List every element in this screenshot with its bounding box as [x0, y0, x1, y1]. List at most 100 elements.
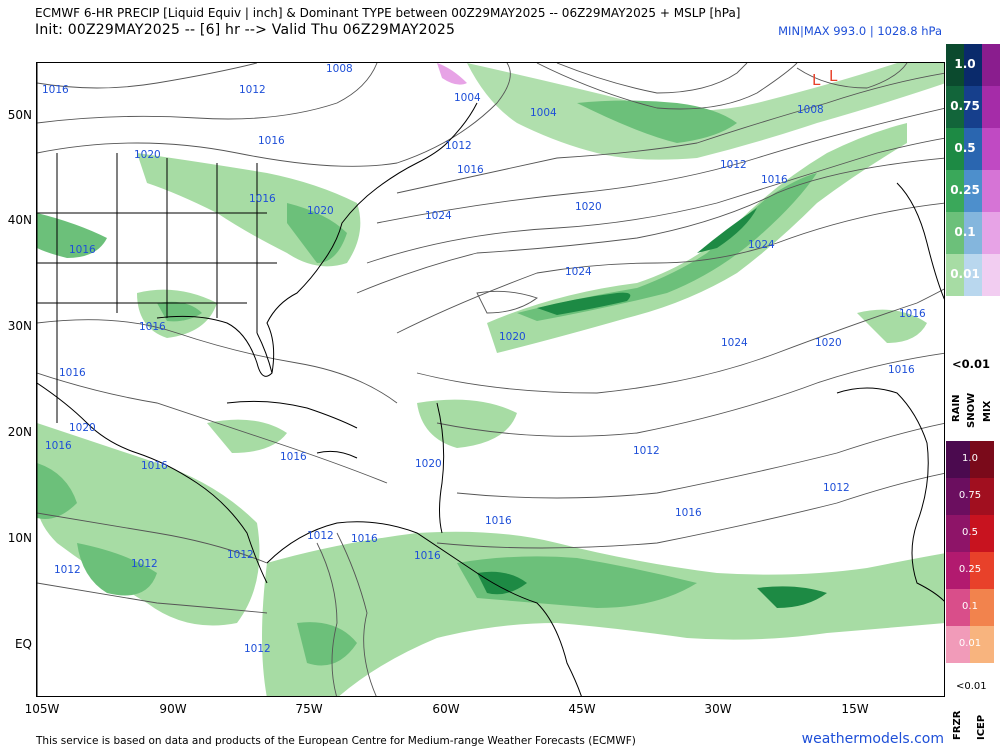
legend-swatch-rain [946, 86, 964, 128]
contour-label: 1004 [530, 107, 557, 119]
contour-label: 1016 [675, 507, 702, 519]
contour-label: 1016 [45, 440, 72, 452]
contour-label: 1016 [139, 321, 166, 333]
legend-value-label-2: 0.5 [962, 527, 978, 538]
chart-subtitle: Init: 00Z29MAY2025 -- [6] hr --> Valid T… [35, 22, 456, 38]
legend-swatch-frzr [946, 478, 970, 515]
legend-swatch-icep [970, 478, 994, 515]
contour-label: 1020 [575, 201, 602, 213]
low-marker: L [829, 67, 838, 85]
contour-label: 1016 [249, 193, 276, 205]
legend-swatch-row-2 [946, 441, 994, 478]
legend-swatch-mix [982, 254, 1000, 296]
legend-swatch-mix [982, 86, 1000, 128]
legend-swatch-row [946, 44, 1000, 86]
isobar-layer [37, 63, 944, 696]
legend-swatch-rain [946, 128, 964, 170]
lon-label: 105W [24, 702, 60, 716]
brand-link[interactable]: weathermodels.com [801, 731, 944, 747]
legend-value-label-2: 1.0 [962, 453, 978, 464]
legend-swatch-row [946, 170, 1000, 212]
legend-value-label: 0.75 [950, 99, 980, 113]
legend-swatch-row [946, 128, 1000, 170]
legend-swatch-snow [964, 86, 982, 128]
contour-label: 1024 [721, 337, 748, 349]
contour-label: 1016 [59, 367, 86, 379]
chart-title: ECMWF 6-HR PRECIP [Liquid Equiv | inch] … [35, 6, 741, 20]
legend-lt-label-2: <0.01 [956, 681, 987, 692]
contour-label: 1020 [134, 149, 161, 161]
contour-label: 1024 [425, 210, 452, 222]
legend-type-icep: ICEP [976, 714, 987, 740]
legend-swatch-row-2 [946, 626, 994, 663]
contour-label: 1020 [499, 331, 526, 343]
contour-label: 1012 [445, 140, 472, 152]
legend-swatch-row-2 [946, 552, 994, 589]
contour-label: 1016 [414, 550, 441, 562]
legend-swatch-icep [970, 441, 994, 478]
contour-label: 1012 [54, 564, 81, 576]
precip-layer [37, 63, 944, 696]
lat-label: 20N [7, 425, 32, 439]
legend-type-mix: MIX [982, 400, 993, 422]
contour-label: 1012 [823, 482, 850, 494]
legend-swatch-mix [982, 212, 1000, 254]
low-marker: L [812, 71, 821, 89]
legend-swatch-frzr [946, 515, 970, 552]
legend-swatch-snow [964, 44, 982, 86]
legend-swatch-row [946, 254, 1000, 296]
legend-value-label-2: 0.01 [958, 638, 982, 649]
legend-swatch-rain [946, 170, 964, 212]
legend-value-label: 1.0 [954, 57, 976, 71]
coastline-layer [37, 63, 944, 696]
legend-swatch-row-2 [946, 589, 994, 626]
legend-swatch-rain [946, 44, 964, 86]
legend-value-label: 0.01 [950, 267, 980, 281]
contour-label: 1020 [415, 458, 442, 470]
lat-label: 10N [7, 531, 32, 545]
legend-swatch-row-2 [946, 515, 994, 552]
lon-label: 15W [841, 702, 869, 716]
lat-label: EQ [14, 637, 32, 651]
contour-label: 1008 [797, 104, 824, 116]
legend-value-label: 0.5 [954, 141, 976, 155]
contour-label: 1016 [899, 308, 926, 320]
lon-label: 30W [704, 702, 732, 716]
lon-label: 60W [432, 702, 460, 716]
contour-label: 1008 [326, 63, 353, 75]
contour-label: 1016 [69, 244, 96, 256]
contour-label: 1020 [815, 337, 842, 349]
lat-label: 30N [7, 319, 32, 333]
contour-label: 1012 [239, 84, 266, 96]
contour-labels: 1008 1012 1016 1004 1004 1002 1002 1008 … [42, 63, 926, 655]
legend-type-snow: SNOW [966, 392, 977, 428]
contour-label: 1012 [244, 643, 271, 655]
legend-swatch-rain [946, 254, 964, 296]
legend-swatch-row-2 [946, 478, 994, 515]
legend-swatch-snow [964, 212, 982, 254]
legend-swatch-mix [982, 128, 1000, 170]
legend-swatch-snow [964, 128, 982, 170]
contour-label: 1012 [307, 530, 334, 542]
contour-label: 1016 [761, 174, 788, 186]
contour-label: 1012 [227, 549, 254, 561]
legend-type-rain: RAIN [951, 394, 962, 422]
contour-label: 1016 [888, 364, 915, 376]
contour-label: 1020 [307, 205, 334, 217]
contour-label: 1016 [42, 84, 69, 96]
lon-label: 75W [295, 702, 323, 716]
contour-label: 1016 [141, 460, 168, 472]
lat-label: 50N [7, 108, 32, 122]
legend-value-label-2: 0.1 [962, 601, 978, 612]
minmax-readout: MIN|MAX 993.0 | 1028.8 hPa [778, 24, 942, 38]
contour-label: 1016 [258, 135, 285, 147]
legend-swatch-frzr [946, 626, 970, 663]
legend-lt-label: <0.01 [952, 357, 991, 371]
footer-credit: This service is based on data and produc… [36, 735, 636, 747]
contour-label: 1016 [457, 164, 484, 176]
legend-swatch-icep [970, 552, 994, 589]
map-panel: L L 1008 1012 1016 1004 1004 1002 1002 1… [36, 62, 945, 697]
legend-value-label-2: 0.75 [958, 490, 982, 501]
legend-swatch-rain [946, 212, 964, 254]
legend-swatch-row [946, 86, 1000, 128]
